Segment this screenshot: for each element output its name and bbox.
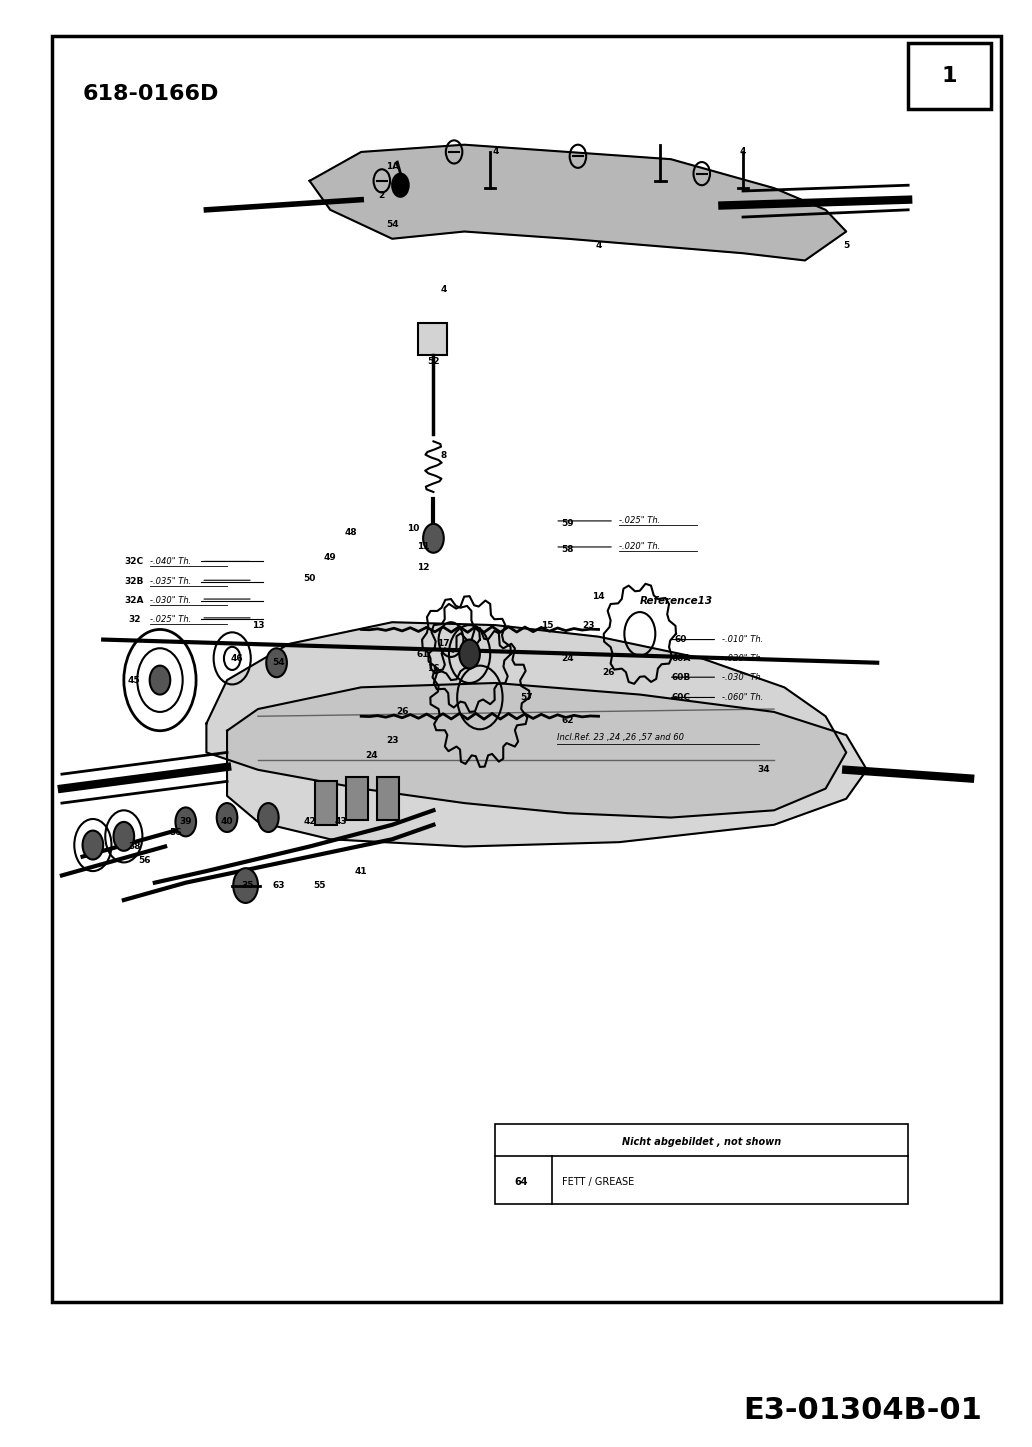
Text: 48: 48: [345, 528, 357, 537]
Text: -.040" Th.: -.040" Th.: [150, 557, 191, 566]
Text: 35: 35: [241, 881, 254, 890]
Text: 60A: 60A: [672, 654, 690, 663]
Text: 56: 56: [169, 828, 182, 836]
Text: 43: 43: [334, 818, 347, 826]
Text: 26: 26: [396, 708, 409, 716]
Text: -.035" Th.: -.035" Th.: [150, 577, 191, 586]
Text: 58: 58: [561, 546, 574, 554]
Text: 32: 32: [128, 615, 140, 624]
Text: 56: 56: [138, 857, 151, 865]
Text: 60C: 60C: [672, 693, 690, 702]
Polygon shape: [227, 683, 867, 846]
Text: Reference13: Reference13: [640, 596, 713, 605]
Text: 24: 24: [561, 654, 574, 663]
Circle shape: [266, 648, 287, 677]
Text: 49: 49: [324, 553, 336, 561]
Text: 41: 41: [355, 867, 367, 875]
Text: -.020" Th.: -.020" Th.: [722, 654, 764, 663]
Circle shape: [217, 803, 237, 832]
Bar: [315, 781, 337, 825]
Text: 13: 13: [252, 621, 264, 629]
Text: -.010" Th.: -.010" Th.: [722, 635, 764, 644]
Text: 4: 4: [441, 285, 447, 294]
Bar: [346, 777, 368, 820]
Circle shape: [114, 822, 134, 851]
Text: 54: 54: [272, 658, 285, 667]
Circle shape: [175, 807, 196, 836]
Text: 10: 10: [407, 524, 419, 532]
Bar: [377, 777, 399, 820]
Text: -.030" Th.: -.030" Th.: [722, 673, 764, 682]
Circle shape: [392, 174, 409, 197]
Text: 42: 42: [303, 818, 316, 826]
Text: 16: 16: [427, 664, 440, 673]
Text: FETT / GREASE: FETT / GREASE: [562, 1176, 635, 1187]
Text: 12: 12: [417, 563, 429, 572]
Text: 60: 60: [675, 635, 687, 644]
Text: 46: 46: [231, 654, 244, 663]
Text: 40: 40: [221, 818, 233, 826]
Circle shape: [83, 831, 103, 860]
Text: 50: 50: [303, 574, 316, 583]
Text: -.030" Th.: -.030" Th.: [150, 596, 191, 605]
Text: 2: 2: [379, 191, 385, 200]
Text: 8: 8: [441, 451, 447, 460]
Polygon shape: [310, 145, 846, 260]
Text: 60B: 60B: [672, 673, 690, 682]
Text: 59: 59: [561, 519, 574, 528]
Text: 32C: 32C: [125, 557, 143, 566]
Circle shape: [423, 524, 444, 553]
Text: 1A: 1A: [386, 162, 398, 171]
Bar: [908, 43, 991, 109]
Text: 32A: 32A: [125, 596, 143, 605]
Text: 38: 38: [128, 842, 140, 851]
Text: -.025" Th.: -.025" Th.: [150, 615, 191, 624]
Circle shape: [233, 868, 258, 903]
Text: Incl.Ref. 23 ,24 ,26 ,57 and 60: Incl.Ref. 23 ,24 ,26 ,57 and 60: [557, 734, 684, 742]
Text: 26: 26: [603, 669, 615, 677]
Bar: [52, 36, 1001, 1302]
Text: 62: 62: [561, 716, 574, 725]
Text: 14: 14: [592, 592, 605, 601]
Bar: [495, 1124, 908, 1204]
Text: -.020" Th.: -.020" Th.: [619, 543, 660, 551]
Bar: [418, 323, 447, 355]
Text: 45: 45: [128, 676, 140, 684]
Text: 63: 63: [272, 881, 285, 890]
Text: 4: 4: [740, 148, 746, 156]
Polygon shape: [206, 622, 846, 818]
Text: 32B: 32B: [125, 577, 143, 586]
Text: 24: 24: [365, 751, 378, 760]
Text: 39: 39: [180, 818, 192, 826]
Text: 11: 11: [417, 543, 429, 551]
Text: 64: 64: [514, 1176, 528, 1187]
Text: E3-01304B-01: E3-01304B-01: [743, 1396, 981, 1425]
Text: 1: 1: [941, 67, 958, 85]
Text: -.060" Th.: -.060" Th.: [722, 693, 764, 702]
Text: Nicht abgebildet , not shown: Nicht abgebildet , not shown: [622, 1137, 781, 1147]
Text: 5: 5: [843, 242, 849, 250]
Text: 61: 61: [417, 650, 429, 658]
Circle shape: [258, 803, 279, 832]
Text: 17: 17: [438, 640, 450, 648]
Circle shape: [459, 640, 480, 669]
Text: -.025" Th.: -.025" Th.: [619, 517, 660, 525]
Circle shape: [150, 666, 170, 695]
Text: 618-0166D: 618-0166D: [83, 84, 219, 104]
Text: 57: 57: [520, 693, 533, 702]
Text: 54: 54: [386, 220, 398, 229]
Text: 34: 34: [757, 765, 770, 774]
Text: 4: 4: [492, 148, 498, 156]
Text: 15: 15: [541, 621, 553, 629]
Text: 52: 52: [427, 357, 440, 366]
Text: 23: 23: [582, 621, 594, 629]
Text: 55: 55: [314, 881, 326, 890]
Text: 4: 4: [595, 242, 602, 250]
Text: 23: 23: [386, 737, 398, 745]
